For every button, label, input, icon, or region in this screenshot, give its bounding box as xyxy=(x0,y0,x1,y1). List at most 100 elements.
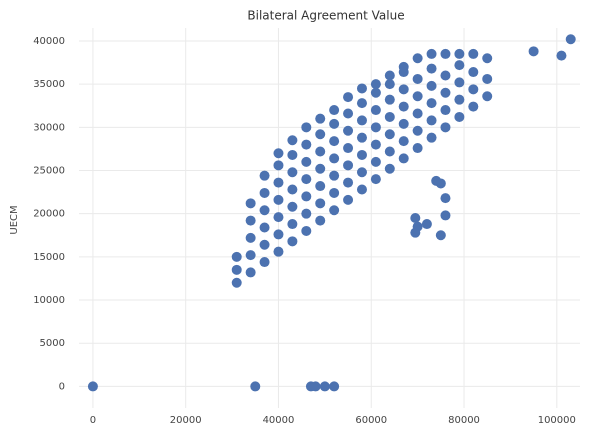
point xyxy=(454,94,465,105)
point xyxy=(315,146,326,157)
point xyxy=(315,113,326,124)
point xyxy=(426,80,437,91)
chart-title: Bilateral Agreement Value xyxy=(247,9,404,23)
point xyxy=(482,73,493,84)
point xyxy=(301,191,312,202)
point xyxy=(440,193,451,204)
point xyxy=(319,381,330,392)
point xyxy=(310,381,321,392)
point xyxy=(245,267,256,278)
point xyxy=(468,101,479,112)
point xyxy=(329,136,340,147)
point xyxy=(356,184,367,195)
point xyxy=(343,194,354,205)
point xyxy=(412,73,423,84)
x-tick-label: 60000 xyxy=(355,415,387,426)
point xyxy=(398,101,409,112)
point xyxy=(329,105,340,116)
point xyxy=(356,98,367,109)
point xyxy=(315,129,326,140)
point xyxy=(231,251,242,262)
point xyxy=(259,222,270,233)
point xyxy=(273,148,284,159)
point xyxy=(343,177,354,188)
point xyxy=(329,205,340,216)
point xyxy=(426,115,437,126)
y-tick-label: 30000 xyxy=(33,122,65,133)
x-tick-label: 40000 xyxy=(263,415,295,426)
point xyxy=(287,236,298,247)
point xyxy=(315,163,326,174)
point xyxy=(370,139,381,150)
point xyxy=(301,139,312,150)
point xyxy=(87,381,98,392)
point xyxy=(343,108,354,119)
point xyxy=(356,149,367,160)
point xyxy=(398,118,409,129)
point xyxy=(440,105,451,116)
point xyxy=(398,136,409,147)
point xyxy=(468,84,479,95)
point xyxy=(384,79,395,90)
y-tick-label: 5000 xyxy=(40,338,65,349)
y-tick-label: 35000 xyxy=(33,79,65,90)
y-tick-label: 40000 xyxy=(33,36,65,47)
point xyxy=(384,163,395,174)
point xyxy=(421,219,432,230)
point xyxy=(440,48,451,59)
point xyxy=(301,225,312,236)
point xyxy=(384,70,395,81)
point xyxy=(410,213,421,223)
point xyxy=(287,149,298,160)
point xyxy=(329,187,340,198)
point xyxy=(370,105,381,116)
point xyxy=(343,160,354,171)
x-tick-label: 20000 xyxy=(170,415,202,426)
y-axis-label: UECM xyxy=(9,205,20,234)
point xyxy=(370,122,381,133)
point xyxy=(412,91,423,102)
point xyxy=(231,264,242,275)
point xyxy=(370,174,381,185)
point xyxy=(287,167,298,178)
point xyxy=(384,146,395,157)
point xyxy=(528,46,539,57)
y-tick-label: 15000 xyxy=(33,252,65,263)
point xyxy=(329,170,340,181)
point xyxy=(384,94,395,105)
point xyxy=(412,125,423,136)
point xyxy=(440,87,451,98)
point xyxy=(454,77,465,88)
point xyxy=(329,381,340,392)
point xyxy=(426,132,437,143)
point xyxy=(370,87,381,98)
x-tick-label: 80000 xyxy=(448,415,480,426)
point xyxy=(454,48,465,59)
point xyxy=(410,227,421,238)
point xyxy=(565,34,576,45)
point xyxy=(259,187,270,198)
point xyxy=(356,132,367,143)
point xyxy=(440,122,451,133)
point xyxy=(273,246,284,257)
point xyxy=(384,111,395,122)
point xyxy=(426,98,437,109)
point xyxy=(245,250,256,261)
point xyxy=(435,178,446,189)
point xyxy=(556,50,567,61)
point xyxy=(301,122,312,133)
point xyxy=(315,215,326,226)
point xyxy=(245,215,256,226)
y-tick-label: 0 xyxy=(59,381,65,392)
point xyxy=(259,239,270,250)
point xyxy=(329,153,340,164)
point xyxy=(440,70,451,81)
point xyxy=(482,91,493,102)
point xyxy=(454,111,465,122)
x-tick-label: 0 xyxy=(90,415,96,426)
point xyxy=(273,194,284,205)
point xyxy=(412,143,423,154)
y-tick-label: 10000 xyxy=(33,295,65,306)
x-tick-label: 100000 xyxy=(538,415,576,426)
